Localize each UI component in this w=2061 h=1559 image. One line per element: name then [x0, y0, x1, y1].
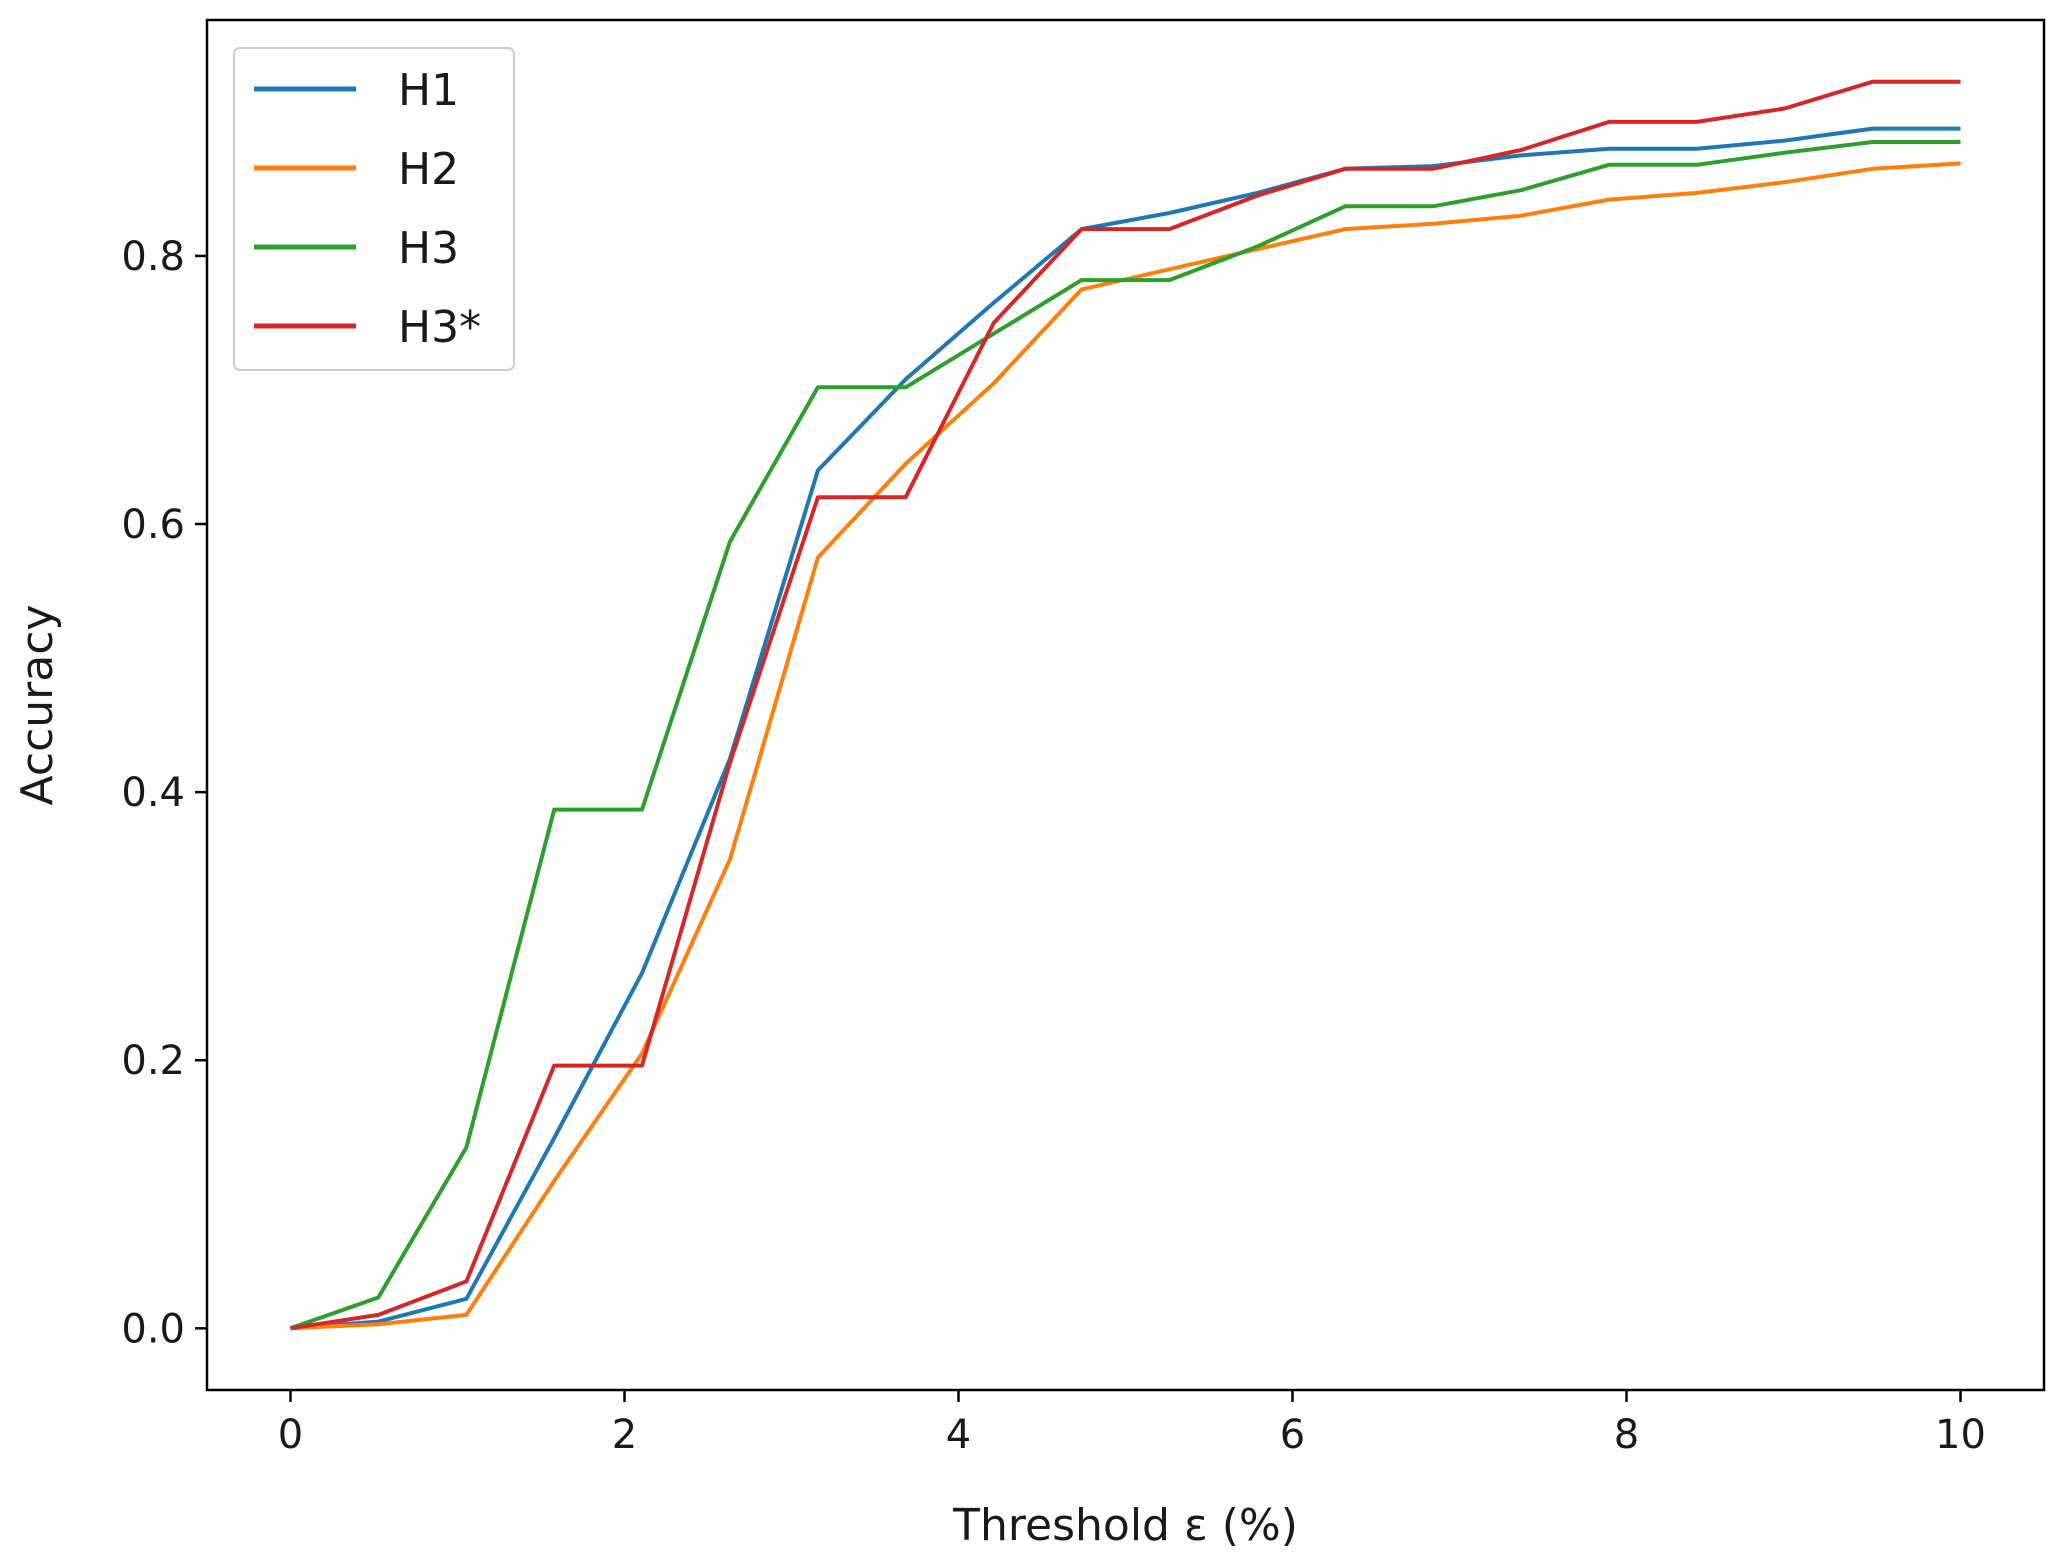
plot-frame: [205, 18, 2046, 1392]
y-tick-label: 0.0: [121, 1306, 185, 1352]
x-tick-label: 6: [1280, 1412, 1305, 1458]
x-axis: 0 2 4 6 8 10: [278, 1390, 1986, 1458]
x-tick-label: 10: [1935, 1412, 1986, 1458]
y-axis: 0.0 0.2 0.4 0.6 0.8: [121, 234, 207, 1352]
series-line-h3-star: [290, 79, 1961, 1331]
legend-label: H2: [398, 144, 459, 195]
x-tick-label: 2: [612, 1412, 637, 1458]
legend: H1 H2 H3 H3*: [233, 47, 515, 371]
x-tick-label: 4: [946, 1412, 971, 1458]
series-line-h1: [290, 126, 1961, 1331]
legend-label: H3*: [398, 302, 481, 353]
legend-box: [233, 47, 515, 371]
x-tick-label: 8: [1614, 1412, 1639, 1458]
x-axis-title: Threshold ε (%): [952, 1500, 1298, 1551]
legend-label: H1: [398, 65, 459, 116]
legend-label: H3: [398, 223, 459, 274]
series-layer: [289, 79, 1961, 1331]
y-tick-label: 0.4: [121, 770, 185, 816]
y-axis-title: Accuracy: [12, 605, 63, 806]
y-tick-label: 0.2: [121, 1038, 185, 1084]
x-tick-label: 0: [278, 1412, 303, 1458]
y-tick-label: 0.8: [121, 234, 185, 280]
y-tick-label: 0.6: [121, 502, 185, 548]
series-line-h3: [289, 140, 1961, 1331]
